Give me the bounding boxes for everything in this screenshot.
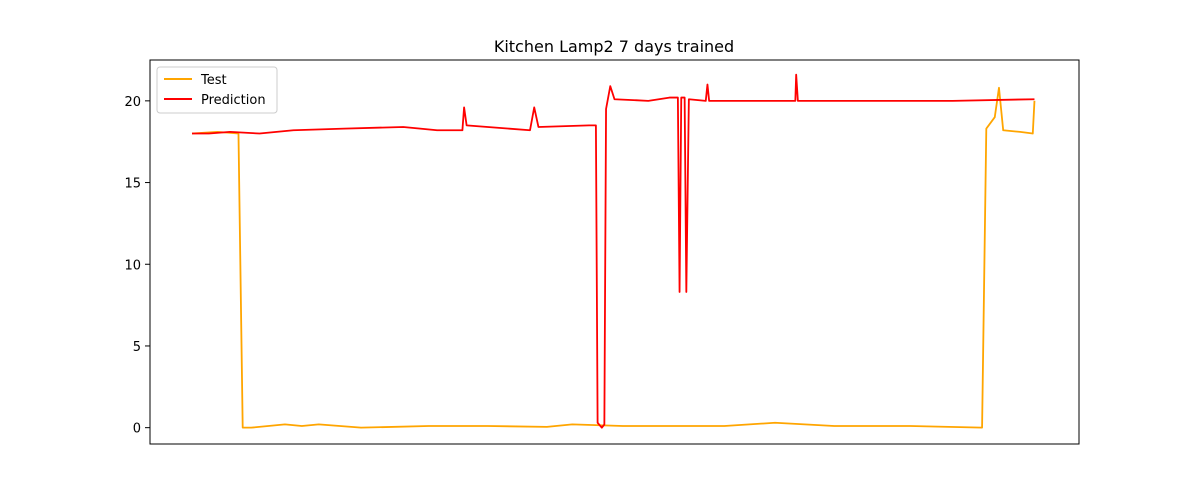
series-line-test bbox=[191, 86, 1036, 429]
y-tick-label: 5 bbox=[133, 340, 141, 355]
chart-title: Kitchen Lamp2 7 days trained bbox=[494, 37, 734, 56]
y-tick-label: 10 bbox=[124, 258, 141, 273]
y-tick-label: 20 bbox=[124, 95, 141, 110]
plot-frame bbox=[149, 59, 1080, 445]
plot-area bbox=[191, 73, 1036, 429]
series-line-prediction bbox=[192, 73, 1035, 429]
y-tick-label: 15 bbox=[124, 177, 141, 192]
y-tick-label: 0 bbox=[133, 422, 141, 437]
legend-prediction-label: Prediction bbox=[201, 93, 266, 108]
legend-test-label: Test bbox=[200, 73, 227, 88]
y-axis: 0 5 10 15 20 bbox=[124, 95, 150, 437]
legend: Test Prediction bbox=[156, 66, 278, 114]
